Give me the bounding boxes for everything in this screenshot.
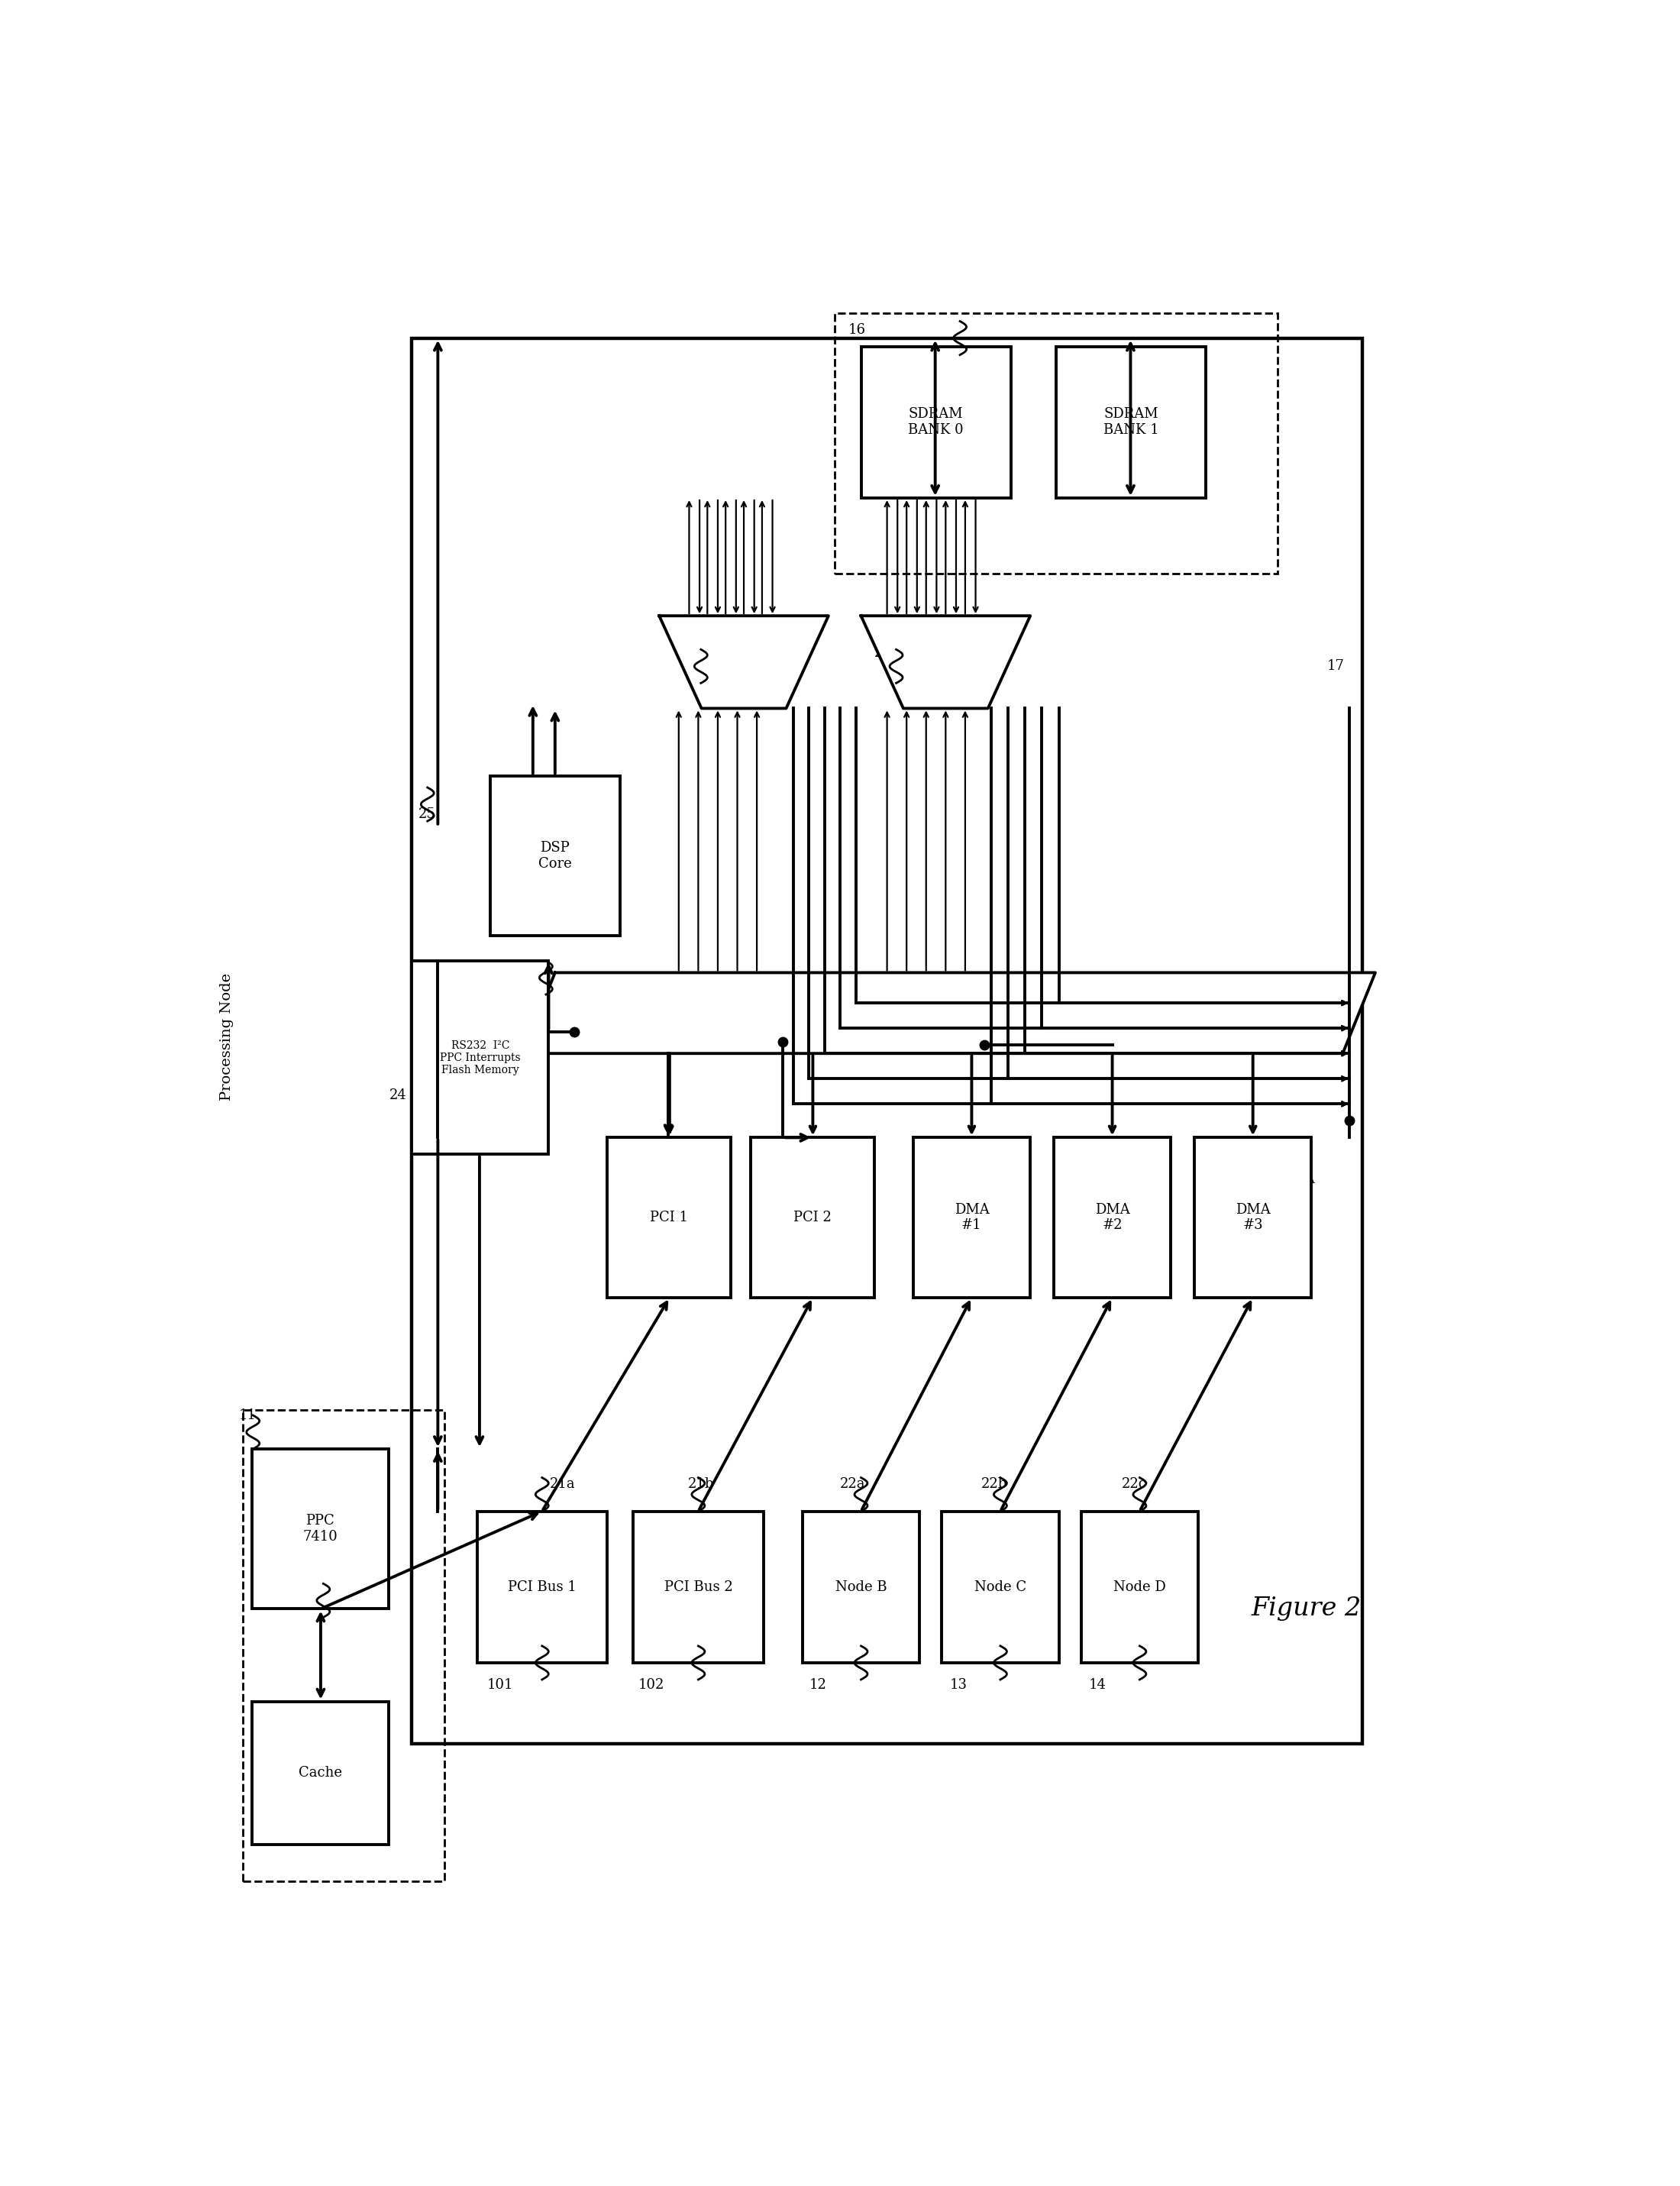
FancyBboxPatch shape (751, 1137, 874, 1298)
FancyBboxPatch shape (633, 1511, 763, 1664)
FancyBboxPatch shape (252, 1701, 388, 1845)
Text: 11: 11 (239, 1408, 257, 1423)
FancyBboxPatch shape (477, 1511, 606, 1664)
Polygon shape (659, 616, 828, 708)
Text: Node D: Node D (1114, 1580, 1166, 1594)
Text: DMA
#1: DMA #1 (954, 1202, 990, 1233)
Text: SDRAM
BANK 0: SDRAM BANK 0 (909, 407, 964, 437)
Text: DSP
Core: DSP Core (538, 842, 571, 870)
Text: PCI 2: PCI 2 (793, 1211, 832, 1224)
Polygon shape (860, 616, 1030, 708)
Text: 25: 25 (418, 807, 435, 822)
Text: DMA
#2: DMA #2 (1095, 1202, 1129, 1233)
Text: PCI 1: PCI 1 (650, 1211, 689, 1224)
Text: Figure 2: Figure 2 (1252, 1596, 1362, 1622)
Text: FPGA: FPGA (1275, 1174, 1314, 1187)
FancyBboxPatch shape (942, 1511, 1058, 1664)
Text: 17: 17 (1327, 660, 1344, 673)
Text: 21a: 21a (549, 1478, 576, 1491)
Text: Cache: Cache (299, 1766, 341, 1779)
FancyBboxPatch shape (412, 962, 548, 1154)
FancyBboxPatch shape (860, 348, 1011, 498)
FancyBboxPatch shape (1194, 1137, 1312, 1298)
Text: Node C: Node C (974, 1580, 1026, 1594)
Text: 23: 23 (494, 1006, 511, 1021)
Text: PCI Bus 1: PCI Bus 1 (507, 1580, 576, 1594)
Text: 26a: 26a (679, 645, 704, 660)
Text: Node B: Node B (835, 1580, 887, 1594)
FancyBboxPatch shape (1080, 1511, 1198, 1664)
FancyBboxPatch shape (1053, 1137, 1171, 1298)
Text: PCI Bus 2: PCI Bus 2 (664, 1580, 732, 1594)
FancyBboxPatch shape (1057, 348, 1206, 498)
Text: 14: 14 (1089, 1679, 1107, 1692)
Polygon shape (522, 973, 1376, 1054)
Text: DMA
#3: DMA #3 (1235, 1202, 1270, 1233)
FancyBboxPatch shape (914, 1137, 1030, 1298)
FancyBboxPatch shape (491, 776, 620, 936)
Text: 13: 13 (949, 1679, 968, 1692)
FancyBboxPatch shape (252, 1449, 388, 1609)
Text: 12: 12 (810, 1679, 827, 1692)
Text: PPC
7410: PPC 7410 (302, 1515, 338, 1543)
Text: 26b: 26b (874, 645, 900, 660)
FancyBboxPatch shape (412, 339, 1362, 1744)
Text: Processing Node: Processing Node (220, 973, 234, 1100)
Text: 16: 16 (848, 324, 865, 337)
FancyBboxPatch shape (606, 1137, 731, 1298)
Text: SDRAM
BANK 1: SDRAM BANK 1 (1104, 407, 1159, 437)
Text: 22b: 22b (981, 1478, 1006, 1491)
Text: RS232  I²C
PPC Interrupts
Flash Memory: RS232 I²C PPC Interrupts Flash Memory (440, 1041, 521, 1076)
Text: 21b: 21b (687, 1478, 714, 1491)
Text: 22c: 22c (1122, 1478, 1146, 1491)
Text: 22a: 22a (840, 1478, 865, 1491)
Text: 102: 102 (638, 1679, 665, 1692)
Text: 24: 24 (390, 1089, 407, 1102)
FancyBboxPatch shape (803, 1511, 919, 1664)
Text: 101: 101 (487, 1679, 514, 1692)
